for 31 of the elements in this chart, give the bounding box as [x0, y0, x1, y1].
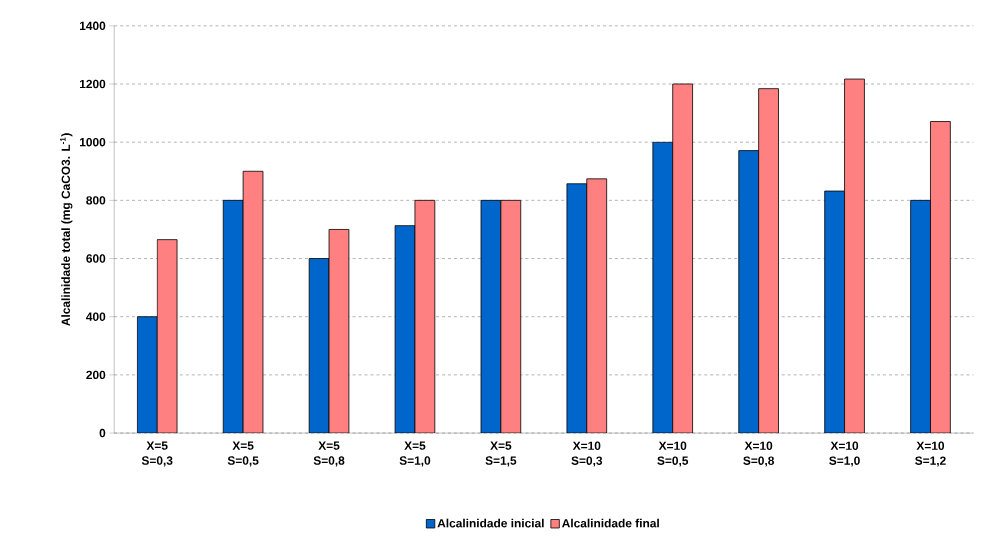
y-tick-label: 1200: [79, 79, 106, 89]
y-tick-label: 800: [86, 196, 106, 205]
bar: [586, 178, 608, 433]
x-tick-label: X=5 S=0,8: [313, 441, 345, 467]
bar: [758, 88, 779, 433]
y-axis-title: Alcalinidade total (mg CaCO3. L$^{-1}$): [60, 133, 73, 326]
bar: [414, 199, 436, 433]
y-tick-label: 600: [86, 254, 106, 263]
bar: [930, 120, 951, 433]
bar: [156, 239, 178, 433]
bar: [844, 78, 865, 433]
x-tick-label: X=5 S=1,0: [399, 441, 431, 467]
legend-label: Alcalinidade inicial: [437, 518, 544, 528]
x-tick-label: X=10 S=0,8: [743, 441, 775, 467]
y-tick-label: 400: [86, 312, 106, 321]
bar: [242, 170, 264, 433]
bar: [500, 199, 522, 433]
bar: [328, 228, 350, 433]
x-tick-label: X=10 S=1,2: [915, 441, 946, 467]
x-tick-label: X=5 S=0,3: [141, 441, 173, 467]
y-tick-label: 1400: [79, 21, 106, 30]
bar: [672, 83, 693, 433]
y-tick-label: 1000: [79, 137, 106, 147]
x-tick-label: X=10 S=0,5: [657, 441, 689, 467]
x-tick-label: X=5 S=0,5: [227, 441, 259, 467]
y-tick-label: 0: [99, 428, 106, 438]
x-tick-label: X=10 S=0,3: [571, 441, 603, 467]
y-tick-label: 200: [86, 370, 106, 379]
legend-label: Alcalinidade final: [562, 518, 659, 528]
x-tick-label: X=10 S=1,0: [829, 441, 860, 467]
x-tick-label: X=5 S=1,5: [485, 441, 517, 467]
